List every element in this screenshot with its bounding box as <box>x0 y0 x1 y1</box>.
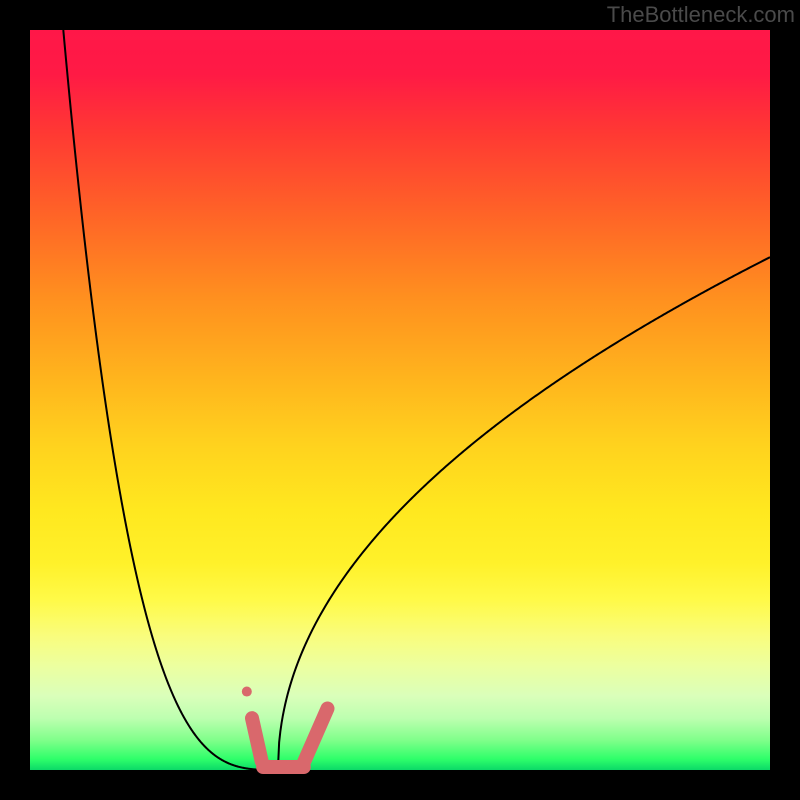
plot-area <box>30 30 770 770</box>
mark-dot <box>242 687 252 697</box>
bottleneck-curve-chart: TheBottleneck.com <box>0 0 800 800</box>
mark-stroke <box>252 718 262 761</box>
watermark-text: TheBottleneck.com <box>607 2 795 27</box>
